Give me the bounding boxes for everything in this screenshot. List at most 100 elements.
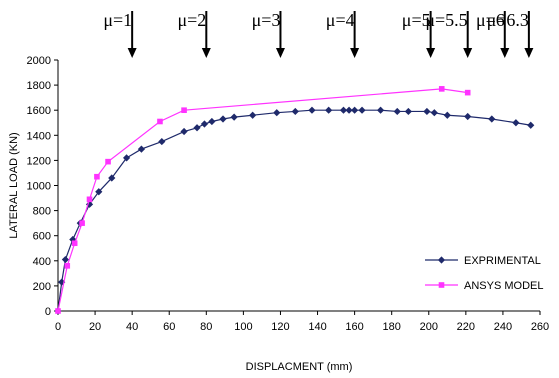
legend-label: EXPRIMENTAL: [464, 255, 541, 267]
y-tick-label: 400: [33, 256, 51, 268]
series-exprimental: [54, 106, 535, 315]
x-tick-label: 180: [383, 321, 401, 333]
data-point: [430, 109, 438, 117]
y-tick-label: 600: [33, 231, 51, 243]
x-tick-label: 100: [234, 321, 252, 333]
data-point: [71, 240, 78, 247]
y-tick-label: 1800: [27, 80, 51, 92]
data-point: [200, 120, 209, 128]
data-point: [219, 115, 227, 123]
data-point: [291, 107, 299, 116]
mu-annotation: μ=6.3: [487, 10, 534, 58]
mu-arrow-head: [500, 48, 510, 58]
mu-annotation: μ=2: [177, 10, 211, 58]
mu-label: μ=5.5: [425, 10, 467, 30]
mu-annotation: μ=3: [252, 10, 285, 58]
mu-label: μ=6: [476, 10, 505, 30]
mu-annotation: μ=5: [402, 10, 436, 58]
data-point: [325, 106, 333, 114]
data-point: [230, 113, 238, 121]
data-point: [345, 106, 353, 114]
x-tick-label: 140: [308, 321, 326, 333]
mu-label: μ=5: [402, 10, 431, 30]
data-point: [79, 220, 85, 226]
x-tick-label: 160: [345, 321, 363, 333]
data-point: [358, 106, 366, 114]
mu-annotation: μ=6: [476, 10, 510, 58]
mu-arrow-head: [201, 48, 211, 58]
data-point: [157, 118, 163, 125]
y-tick-label: 1400: [27, 130, 51, 142]
data-point: [423, 107, 431, 116]
data-point: [339, 106, 348, 114]
y-tick-label: 1600: [27, 105, 51, 117]
data-point: [61, 255, 70, 264]
data-point: [208, 117, 216, 126]
data-point: [122, 154, 131, 162]
data-point: [86, 196, 93, 203]
legend-swatch-marker: [437, 256, 446, 264]
data-point: [95, 188, 103, 196]
mu-label: μ=6.3: [487, 10, 529, 30]
data-point: [464, 89, 471, 96]
data-point: [158, 137, 166, 146]
data-point: [527, 121, 535, 129]
x-tick-label: 40: [126, 321, 138, 333]
data-point: [464, 112, 472, 121]
data-point: [64, 263, 71, 269]
data-point: [351, 106, 359, 114]
data-point: [404, 107, 412, 116]
legend-label: ANSYS MODEL: [464, 280, 543, 292]
data-point: [308, 106, 316, 114]
x-axis-title: DISPLACMENT (mm): [246, 361, 353, 373]
data-point: [94, 173, 100, 180]
series-line: [57, 88, 468, 312]
data-point: [193, 124, 201, 132]
data-point: [137, 145, 146, 153]
legend-swatch-marker: [438, 282, 445, 288]
data-point: [180, 127, 188, 136]
mu-label: μ=2: [177, 10, 206, 30]
mu-annotation: μ=4: [326, 10, 360, 58]
mu-arrow-head: [463, 48, 473, 58]
y-tick-label: 1200: [27, 155, 51, 167]
x-tick-label: 80: [200, 321, 212, 333]
data-point: [108, 174, 116, 182]
axes: 0 200 400 600 800 1000 1200 1400 1600 1800 2000 0 20…: [8, 55, 549, 373]
x-tick-label: 60: [163, 321, 175, 333]
data-point: [249, 111, 257, 119]
mu-arrow-head: [127, 48, 137, 58]
mu-label: μ=1: [103, 10, 132, 30]
mu-arrow-head: [275, 48, 285, 58]
series-line: [57, 109, 531, 312]
y-tick-label: 200: [33, 281, 51, 293]
y-tick-label: 800: [33, 206, 51, 218]
legend: EXPRIMENTAL ANSYS MODEL: [425, 255, 543, 292]
mu-label: μ=4: [326, 10, 355, 30]
x-tick-label: 240: [494, 321, 512, 333]
mu-label: μ=3: [252, 10, 281, 30]
x-tick-label: 20: [89, 321, 101, 333]
data-point: [58, 278, 66, 286]
data-point: [55, 308, 61, 314]
data-point: [376, 106, 385, 114]
mu-arrow-head: [524, 48, 534, 58]
mu-annotation: μ=1: [103, 10, 137, 58]
mu-annotation: μ=5.5: [425, 10, 473, 58]
data-point: [181, 107, 187, 113]
x-tick-label: 260: [531, 321, 549, 333]
x-tick-label: 200: [420, 321, 438, 333]
ductility-annotations: μ=1 μ=2 μ=3 μ=4 μ=5μ=5.5 μ=6μ=6.3: [103, 10, 534, 58]
data-point: [105, 158, 111, 165]
data-point: [443, 111, 451, 119]
y-tick-label: 2000: [27, 55, 51, 67]
y-tick-label: 0: [45, 306, 51, 318]
legend-item: ANSYS MODEL: [425, 280, 543, 292]
series-ansys-model: [55, 86, 471, 314]
mu-arrow-head: [426, 48, 436, 58]
x-tick-label: 0: [55, 321, 61, 333]
data-point: [488, 115, 496, 123]
y-axis-title: LATERAL LOAD (KN): [8, 132, 20, 238]
mu-arrow-head: [350, 48, 360, 58]
